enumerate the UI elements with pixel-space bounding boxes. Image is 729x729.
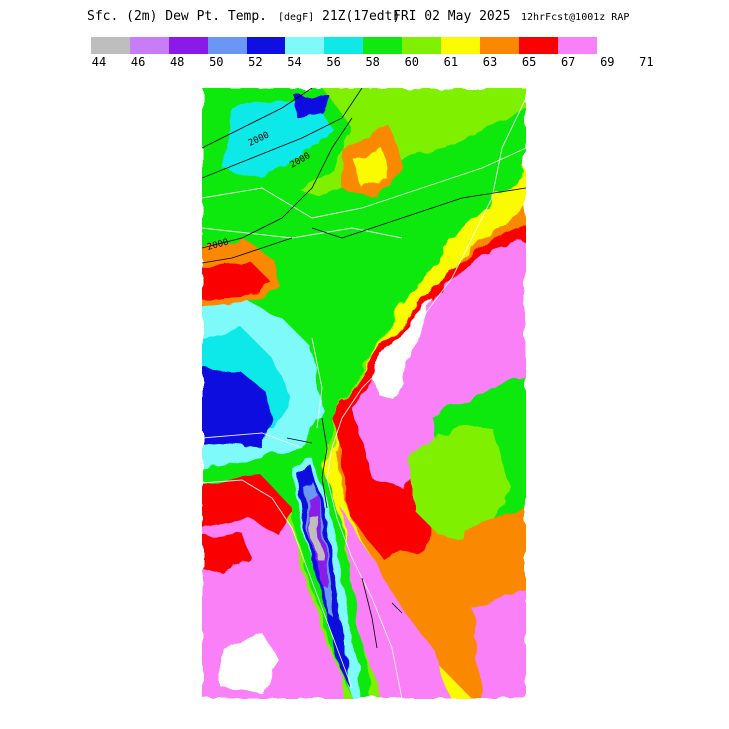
legend-tick-65: 65 <box>521 55 537 69</box>
legend-swatch-7 <box>363 37 403 54</box>
legend-swatch-10 <box>479 37 519 54</box>
map-title: Sfc. (2m) Dew Pt. Temp. [degF] 21Z(17edt… <box>0 9 729 29</box>
legend-ticks: 44 46 48 50 52 54 56 58 60 61 63 65 67 69 71 <box>0 55 729 71</box>
legend-tick-48: 48 <box>169 55 185 69</box>
legend-tick-44: 44 <box>91 55 107 69</box>
dewpoint-map: 2000 2000 2000 <box>202 88 526 699</box>
legend-swatch-3 <box>207 37 247 54</box>
legend-swatch-9 <box>441 37 480 54</box>
legend-swatch-8 <box>402 37 442 54</box>
legend-tick-69: 69 <box>600 55 615 69</box>
title-date: FRI 02 May 2025 <box>393 9 511 24</box>
title-field: Sfc. (2m) Dew Pt. Temp. <box>87 9 268 24</box>
legend-swatch-12 <box>557 37 597 54</box>
legend-tick-52: 52 <box>248 55 263 69</box>
legend-swatch-4 <box>246 37 286 54</box>
legend-tick-60: 60 <box>404 55 420 69</box>
legend-swatch-5 <box>285 37 325 54</box>
legend-swatch-6 <box>324 37 364 54</box>
legend-tick-67: 67 <box>560 55 576 69</box>
legend-swatch-1 <box>129 37 169 54</box>
legend-tick-63: 63 <box>482 55 498 69</box>
title-run: 12hrFcst@1001z RAP <box>521 12 630 23</box>
legend-tick-58: 58 <box>365 55 380 69</box>
title-units: [degF] <box>278 12 315 23</box>
legend-tick-46: 46 <box>130 55 146 69</box>
title-valid: 21Z(17edt) <box>322 9 401 24</box>
legend-tick-71: 71 <box>639 55 654 69</box>
legend-swatch-0 <box>91 37 130 54</box>
legend-tick-50: 50 <box>209 55 224 69</box>
map-field: 2000 2000 2000 <box>202 88 526 699</box>
legend-swatch-11 <box>518 37 558 54</box>
color-legend <box>91 37 597 54</box>
legend-tick-56: 56 <box>326 55 341 69</box>
legend-tick-61: 61 <box>443 55 459 69</box>
legend-tick-54: 54 <box>287 55 302 69</box>
legend-swatch-2 <box>168 37 208 54</box>
